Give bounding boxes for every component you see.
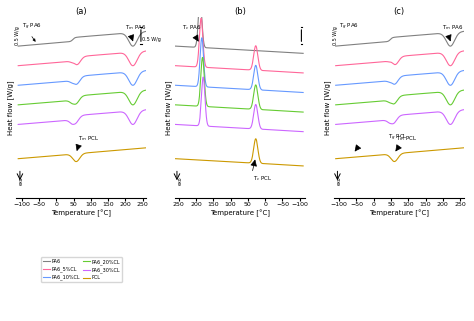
Text: T$_g$ PCL: T$_g$ PCL	[388, 133, 408, 143]
Text: T$_c$ PCL: T$_c$ PCL	[253, 174, 273, 183]
X-axis label: Temperature [°C]: Temperature [°C]	[210, 210, 270, 217]
Text: T$_m$ PA6: T$_m$ PA6	[125, 23, 146, 32]
Text: 0.5 W/g: 0.5 W/g	[16, 26, 20, 45]
Text: T$_m$ PA6: T$_m$ PA6	[442, 23, 464, 32]
Text: 0.5 W/g: 0.5 W/g	[142, 37, 161, 42]
Title: (b): (b)	[234, 7, 246, 16]
Text: T$_g$ PA6: T$_g$ PA6	[22, 22, 42, 32]
Text: exo: exo	[19, 176, 24, 185]
Text: 0.5 W/g: 0.5 W/g	[333, 26, 338, 45]
Text: T$_m$ PCL: T$_m$ PCL	[78, 134, 99, 143]
Y-axis label: Heat flow [W/g]: Heat flow [W/g]	[324, 80, 331, 134]
Legend: PA6, PA6_5%CL, PA6_10%CL, PA6_20%CL, PA6_30%CL, PCL: PA6, PA6_5%CL, PA6_10%CL, PA6_20%CL, PA6…	[41, 257, 122, 282]
Text: T$_g$ PA6: T$_g$ PA6	[339, 22, 359, 32]
Text: exo: exo	[178, 176, 183, 185]
Y-axis label: Heat flow [W/g]: Heat flow [W/g]	[166, 80, 173, 134]
Title: (c): (c)	[393, 7, 404, 16]
X-axis label: Temperature [°C]: Temperature [°C]	[51, 210, 111, 217]
Text: T$_m$ PCL: T$_m$ PCL	[395, 134, 417, 143]
Y-axis label: Heat flow [W/g]: Heat flow [W/g]	[7, 80, 14, 134]
Title: (a): (a)	[75, 7, 87, 16]
Text: T$_c$ PA6: T$_c$ PA6	[182, 23, 201, 32]
X-axis label: Temperature [°C]: Temperature [°C]	[369, 210, 429, 217]
Text: exo: exo	[337, 176, 341, 185]
